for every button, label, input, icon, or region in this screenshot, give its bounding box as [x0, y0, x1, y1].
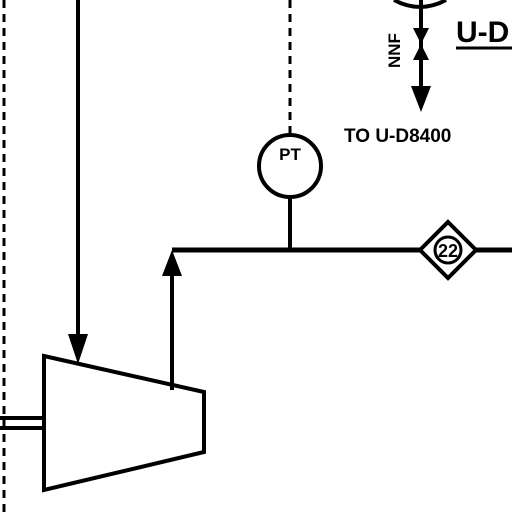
- valve-lower-icon: [413, 44, 429, 60]
- stream-number-label: 22: [438, 241, 458, 261]
- discharge-arrow-icon: [162, 250, 182, 276]
- vessel-title-partial: U-D: [456, 16, 509, 49]
- feed-arrow-icon: [68, 334, 88, 364]
- stream-number-diamond: [417, 219, 479, 281]
- compressor-symbol: [42, 353, 206, 493]
- destination-label: TO U-D8400: [344, 126, 451, 147]
- outlet-arrow-icon: [411, 86, 431, 112]
- valve-upper-icon: [413, 28, 429, 44]
- stream-number-circle: [433, 235, 463, 265]
- instrument-tag: PT: [279, 145, 301, 164]
- nnf-label: NNF: [385, 33, 404, 68]
- pressure-transmitter-bubble: [257, 133, 323, 199]
